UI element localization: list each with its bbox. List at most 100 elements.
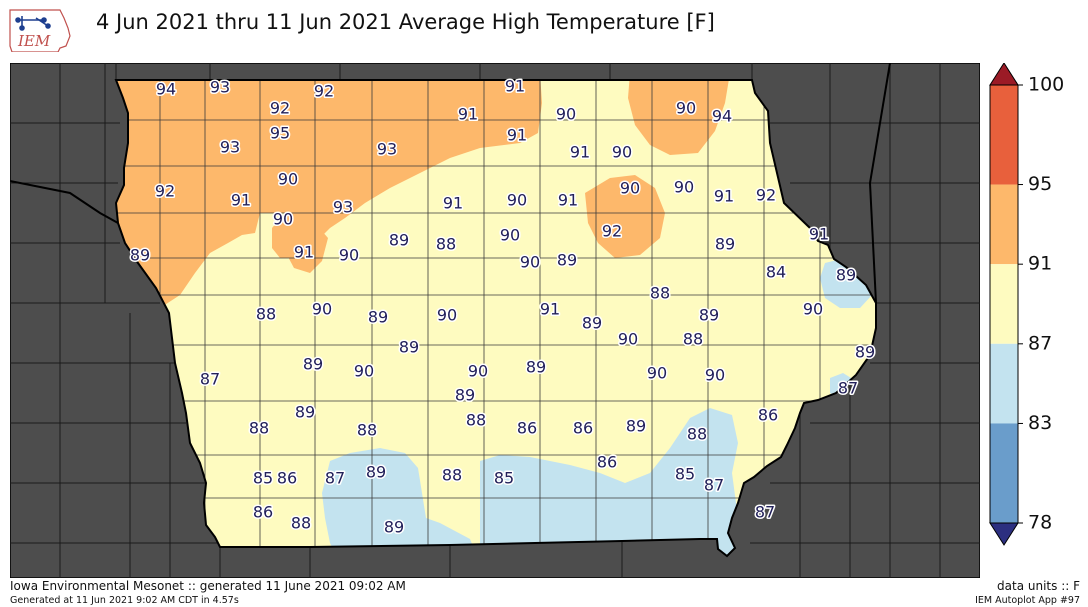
contour-83-87-southwest — [322, 448, 480, 556]
neighbor-county-lines — [10, 63, 980, 578]
station-value: 88 — [683, 330, 703, 349]
footer-units-text: data units :: F — [997, 579, 1080, 593]
station-value: 88 — [466, 411, 486, 430]
colorbar-bin — [990, 184, 1018, 265]
footer-app-text: IEM Autoplot App #97 — [975, 595, 1080, 606]
station-value: 90 — [312, 300, 332, 319]
station-value: 91 — [507, 126, 527, 145]
station-value: 90 — [354, 362, 374, 381]
station-value: 89 — [699, 306, 719, 325]
station-value: 92 — [314, 82, 334, 101]
station-value: 89 — [303, 355, 323, 374]
station-value: 93 — [377, 140, 397, 159]
colorbar-legend: 100 95 91 87 83 78 — [989, 63, 1064, 546]
footer-generated-text: Iowa Environmental Mesonet :: generated … — [10, 579, 406, 593]
station-value: 92 — [602, 222, 622, 241]
station-value: 87 — [325, 469, 345, 488]
station-value: 90 — [278, 170, 298, 189]
station-value: 93 — [333, 198, 353, 217]
station-value: 91 — [809, 225, 829, 244]
station-value: 88 — [249, 419, 269, 438]
station-value: 89 — [368, 308, 388, 327]
station-value: 91 — [458, 105, 478, 124]
station-value: 84 — [766, 263, 786, 282]
colorbar-tick-label: 87 — [1028, 332, 1052, 354]
station-value: 90 — [500, 226, 520, 245]
colorbar-outline — [989, 84, 1019, 524]
station-value: 89 — [130, 246, 150, 265]
contour-91-95-small — [286, 223, 328, 273]
map-title: 4 Jun 2021 thru 11 Jun 2021 Average High… — [96, 10, 715, 34]
station-value: 90 — [468, 362, 488, 381]
station-value: 86 — [277, 469, 297, 488]
colorbar-tick-label: 78 — [1028, 512, 1052, 534]
contour-91-95-northwest — [116, 80, 542, 308]
colorbar-tick-label: 95 — [1028, 173, 1052, 195]
station-value: 89 — [715, 235, 735, 254]
station-value: 92 — [270, 99, 290, 118]
station-value: 89 — [389, 231, 409, 250]
station-value: 88 — [687, 425, 707, 444]
station-value: 89 — [526, 358, 546, 377]
station-value: 89 — [366, 463, 386, 482]
station-value: 88 — [436, 235, 456, 254]
station-value: 87 — [838, 379, 858, 398]
station-value: 91 — [540, 300, 560, 319]
county-lines — [116, 80, 876, 556]
station-value: 89 — [399, 338, 419, 357]
station-value: 90 — [273, 210, 293, 229]
colorbar-under-triangle — [989, 522, 1019, 546]
station-value: 91 — [570, 143, 590, 162]
station-value: 86 — [253, 503, 273, 522]
station-value: 86 — [517, 419, 537, 438]
footer-timing-text: Generated at 11 Jun 2021 9:02 AM CDT in … — [10, 595, 239, 606]
colorbar-bin — [990, 264, 1018, 344]
iem-logo-icon: IEM — [9, 9, 71, 52]
station-value: 90 — [556, 105, 576, 124]
station-value: 89 — [557, 251, 577, 270]
station-value: 90 — [676, 99, 696, 118]
station-value: 90 — [803, 300, 823, 319]
station-value: 85 — [253, 469, 273, 488]
station-value: 89 — [582, 314, 602, 333]
station-value: 89 — [855, 343, 875, 362]
station-value: 87 — [704, 476, 724, 495]
station-value: 87 — [755, 503, 775, 522]
station-value: 90 — [520, 253, 540, 272]
station-value: 89 — [384, 518, 404, 537]
station-value: 89 — [295, 403, 315, 422]
station-value: 90 — [647, 364, 667, 383]
colorbar-tick-label: 100 — [1028, 74, 1064, 96]
station-value: 91 — [714, 187, 734, 206]
station-value: 91 — [231, 191, 251, 210]
station-value: 88 — [291, 514, 311, 533]
station-value: 87 — [200, 370, 220, 389]
station-value: 91 — [294, 243, 314, 262]
station-value: 90 — [618, 330, 638, 349]
station-value: 94 — [156, 80, 176, 99]
colorbar-tick-label: 91 — [1028, 253, 1052, 275]
station-value: 91 — [443, 194, 463, 213]
station-value: 90 — [437, 306, 457, 325]
station-value: 93 — [210, 78, 230, 97]
colorbar-bin — [990, 343, 1018, 424]
station-value: 88 — [650, 284, 670, 303]
station-value: 91 — [558, 191, 578, 210]
contour-91-95-central-north — [585, 175, 665, 258]
station-value: 89 — [455, 386, 475, 405]
station-value: 91 — [505, 77, 525, 96]
station-value: 88 — [357, 421, 377, 440]
station-value: 86 — [573, 419, 593, 438]
colorbar-tick-label: 83 — [1028, 412, 1052, 434]
colorbar-bin — [990, 423, 1018, 523]
station-value: 95 — [270, 124, 290, 143]
station-value: 90 — [674, 178, 694, 197]
station-value: 86 — [758, 406, 778, 425]
station-value: 85 — [675, 465, 695, 484]
station-value: 88 — [442, 466, 462, 485]
station-value: 94 — [712, 107, 732, 126]
station-value: 90 — [339, 246, 359, 265]
station-value: 90 — [507, 191, 527, 210]
